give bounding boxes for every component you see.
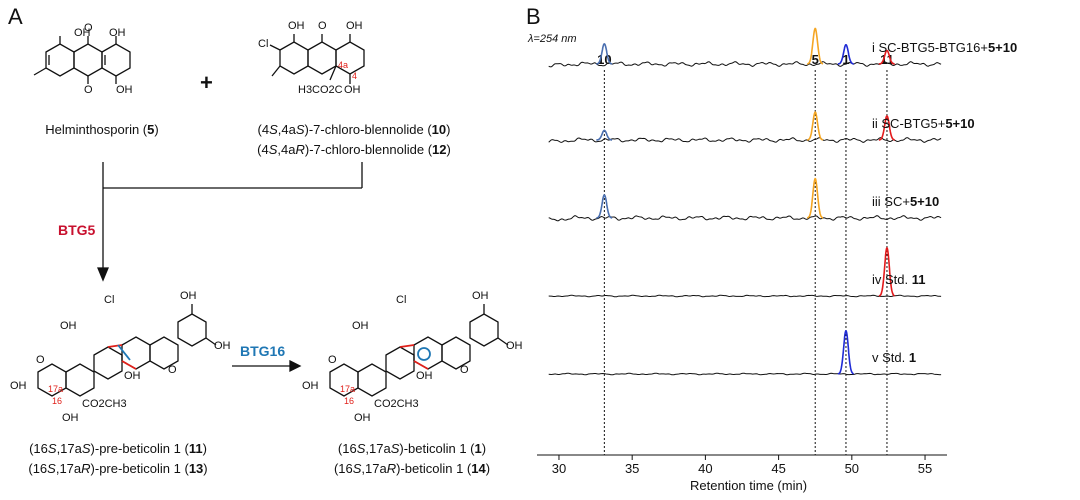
x-tick-label: 35: [625, 461, 639, 476]
chromatogram-peak: [878, 247, 895, 297]
chloro-blennolide-10-caption: (4S,4aS)-7-chloro-blennolide (10): [257, 122, 451, 137]
chromatogram-peak: [807, 111, 824, 141]
chromatogram-peak: [878, 49, 895, 65]
trace-baseline: [548, 137, 942, 143]
helminthosporin-caption: Helminthosporin (5): [45, 122, 159, 137]
o-label: O: [328, 354, 337, 366]
c16-label: 16: [344, 396, 355, 406]
cl-label: Cl: [258, 38, 269, 50]
enzyme-btg5-label: BTG5: [58, 222, 96, 238]
chromatogram-peak: [596, 129, 613, 141]
plus-sign: +: [200, 70, 213, 95]
c16-label: 16: [52, 396, 63, 406]
h3co2c-label: H3CO2C: [298, 84, 343, 96]
enzyme-btg16-label: BTG16: [240, 343, 286, 359]
o-label: O: [36, 354, 45, 366]
beticolin-structure: [329, 304, 509, 397]
c4-label: 4: [352, 71, 358, 81]
oh-label: OH: [124, 370, 141, 382]
panel-a-letter: A: [8, 4, 23, 29]
x-tick-label: 55: [918, 461, 932, 476]
chromatogram-peak: [596, 194, 613, 219]
cl-label: Cl: [396, 294, 407, 306]
pre-beticolin-13-caption: (16S,17aR)-pre-beticolin 1 (13): [28, 461, 208, 476]
oh-label: OH: [506, 340, 523, 352]
oh-label: OH: [344, 84, 361, 96]
oh-label: OH: [214, 340, 231, 352]
stereo-bond-left: [107, 344, 123, 348]
helminthosporin-structure: [33, 36, 131, 84]
oh-label: OH: [288, 20, 305, 32]
oh-label: OH: [352, 320, 369, 332]
o-label: O: [84, 22, 93, 34]
trace-baseline: [548, 61, 942, 68]
peak-marker-label: 10: [597, 52, 611, 67]
oh-label: OH: [472, 290, 489, 302]
o-label: O: [318, 20, 327, 32]
x-axis-title: Retention time (min): [690, 478, 808, 493]
c4a-label: 4a: [338, 60, 349, 70]
trace-label-ii: ii SC-BTG5+5+10: [872, 116, 975, 131]
pre-beticolin-structure: [37, 304, 217, 397]
chromatogram-peak: [837, 330, 854, 375]
oh-label: OH: [302, 380, 319, 392]
trace-label-iv: iv Std. 11: [872, 272, 926, 287]
oh-label: OH: [346, 20, 363, 32]
panel-b-letter: B: [526, 4, 541, 29]
chromatogram-peak: [596, 43, 613, 65]
trace-label-v: v Std. 1: [872, 350, 917, 365]
peak-marker-label: 1: [842, 52, 849, 67]
co2ch3-label: CO2CH3: [82, 398, 127, 410]
beticolin-1-caption: (16S,17aS)-beticolin 1 (1): [337, 441, 487, 456]
chromatogram-peak: [878, 115, 895, 141]
oh-label: OH: [180, 290, 197, 302]
peak-marker-label: 5: [812, 52, 819, 67]
o-label: O: [84, 84, 93, 96]
oh-label: OH: [416, 370, 433, 382]
x-tick-label: 40: [698, 461, 712, 476]
peak-marker-label: 11: [880, 52, 894, 67]
chromatogram-peak: [806, 177, 824, 219]
trace-baseline: [548, 294, 942, 298]
o-label: O: [460, 364, 469, 376]
c17a-label: 17a: [48, 384, 64, 394]
beticolin-14-caption: (16S,17aR)-beticolin 1 (14): [333, 461, 491, 476]
chromatogram-peak: [837, 44, 854, 65]
oh-label: OH: [116, 84, 133, 96]
chloro-blennolide-12-caption: (4S,4aR)-7-chloro-blennolide (12): [257, 142, 451, 157]
x-tick-label: 30: [552, 461, 566, 476]
co2ch3-label: CO2CH3: [374, 398, 419, 410]
oh-label: OH: [60, 320, 77, 332]
cl-label: Cl: [104, 294, 115, 306]
chloro-blennolide-structure: [269, 34, 365, 84]
trace-baseline: [548, 372, 942, 376]
x-tick-label: 45: [771, 461, 785, 476]
c17a-label: 17a: [340, 384, 356, 394]
chromatogram-peak: [807, 27, 824, 65]
trace-label-iii: iii SC+5+10: [872, 194, 940, 209]
x-tick-label: 50: [845, 461, 859, 476]
trace-label-i: i SC-BTG5-BTG16+5+10: [872, 40, 1018, 55]
oh-label: OH: [10, 380, 27, 392]
oh-label: OH: [354, 412, 371, 424]
o-label: O: [168, 364, 177, 376]
oh-label: OH: [109, 27, 126, 39]
oh-label: OH: [74, 27, 91, 39]
trace-baseline: [548, 215, 942, 222]
oh-label: OH: [62, 412, 79, 424]
panel-a-structures: [33, 34, 509, 397]
wavelength-label: λ=254 nm: [528, 33, 577, 45]
pre-beticolin-11-caption: (16S,17aS)-pre-beticolin 1 (11): [29, 441, 207, 456]
